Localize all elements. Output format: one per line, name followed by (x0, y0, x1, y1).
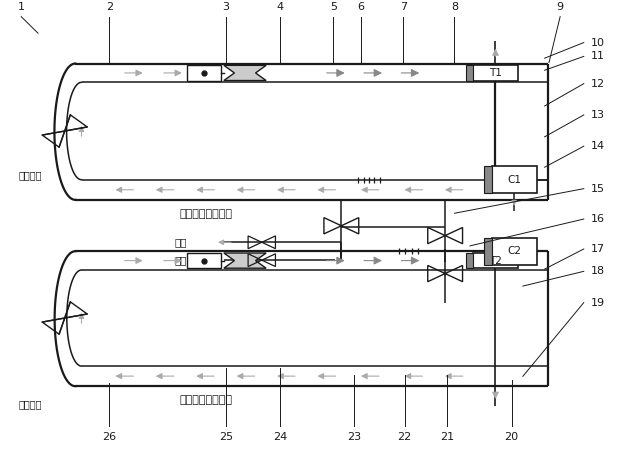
Text: 14: 14 (591, 141, 606, 151)
Text: 2: 2 (106, 2, 113, 12)
Text: 大气: 大气 (174, 237, 187, 247)
Text: C1: C1 (507, 175, 521, 185)
Text: 大气: 大气 (174, 255, 187, 265)
Bar (187, 253, 221, 268)
Bar (187, 65, 221, 81)
Bar (473, 65, 518, 81)
Bar (465, 253, 473, 268)
Text: 1: 1 (17, 2, 25, 12)
Text: 21: 21 (440, 432, 454, 442)
Text: 23: 23 (347, 432, 361, 442)
Text: 7: 7 (400, 2, 407, 12)
Polygon shape (224, 253, 266, 268)
Text: 25: 25 (219, 432, 233, 442)
Text: 24: 24 (273, 432, 288, 442)
Text: 17: 17 (591, 244, 606, 254)
Text: 3: 3 (222, 2, 229, 12)
Text: C2: C2 (507, 246, 521, 256)
Text: 10: 10 (591, 38, 605, 48)
Text: 18: 18 (591, 266, 606, 276)
Text: 12: 12 (591, 79, 606, 89)
Bar (484, 166, 492, 193)
Text: T1: T1 (489, 68, 502, 78)
Bar (492, 238, 536, 265)
Polygon shape (224, 65, 266, 81)
Text: 5: 5 (330, 2, 337, 12)
Text: 8: 8 (451, 2, 458, 12)
Text: 第二自循环试验台: 第二自循环试验台 (179, 395, 232, 405)
Bar (484, 238, 492, 265)
Text: 16: 16 (591, 214, 605, 224)
Text: T2: T2 (489, 255, 502, 265)
Text: 9: 9 (556, 2, 564, 12)
Bar (465, 65, 473, 81)
Text: 6: 6 (358, 2, 364, 12)
Text: 4: 4 (277, 2, 284, 12)
Text: 20: 20 (505, 432, 519, 442)
Text: 13: 13 (591, 110, 605, 120)
Text: 气源进气: 气源进气 (19, 399, 42, 409)
Text: 26: 26 (102, 432, 117, 442)
Text: 22: 22 (397, 432, 412, 442)
Text: 11: 11 (591, 51, 605, 62)
Text: 第一自循环试验台: 第一自循环试验台 (179, 209, 232, 219)
Text: 19: 19 (591, 298, 606, 308)
Text: 气源进气: 气源进气 (19, 170, 42, 180)
Text: 15: 15 (591, 183, 605, 194)
Bar (492, 166, 536, 193)
Bar (473, 253, 518, 268)
